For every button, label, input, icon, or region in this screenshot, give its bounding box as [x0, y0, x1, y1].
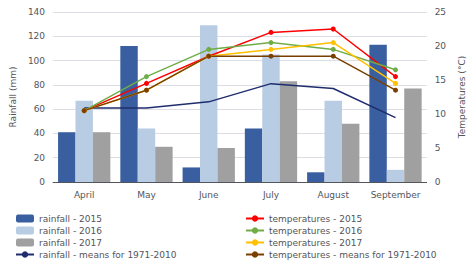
svg-text:rainfall - 2017: rainfall - 2017 — [39, 238, 102, 248]
svg-text:80: 80 — [34, 80, 46, 90]
svg-text:40: 40 — [34, 128, 46, 138]
svg-text:temperatures - 2016: temperatures - 2016 — [269, 226, 362, 236]
svg-text:September: September — [371, 190, 421, 200]
svg-text:August: August — [318, 190, 350, 200]
svg-text:temperatures - 2017: temperatures - 2017 — [269, 238, 362, 248]
svg-text:140: 140 — [28, 7, 45, 17]
svg-text:Temperatures (°C): Temperatures (°C) — [457, 56, 467, 139]
svg-text:20: 20 — [435, 41, 447, 51]
svg-text:rainfall - 2016: rainfall - 2016 — [39, 226, 102, 236]
svg-text:25: 25 — [435, 7, 446, 17]
svg-text:0: 0 — [435, 177, 441, 187]
svg-text:temperatures - means for 1971-: temperatures - means for 1971-2010 — [269, 250, 437, 260]
svg-text:100: 100 — [28, 56, 45, 66]
svg-text:rainfall - 2015: rainfall - 2015 — [39, 214, 102, 224]
svg-text:5: 5 — [435, 143, 441, 153]
svg-text:20: 20 — [34, 153, 46, 163]
svg-text:10: 10 — [435, 109, 447, 119]
svg-text:60: 60 — [34, 104, 46, 114]
svg-text:July: July — [262, 190, 280, 200]
svg-text:temperatures - 2015: temperatures - 2015 — [269, 214, 362, 224]
svg-text:June: June — [198, 190, 219, 200]
svg-text:May: May — [137, 190, 156, 200]
svg-text:April: April — [74, 190, 95, 200]
svg-text:15: 15 — [435, 75, 446, 85]
svg-text:0: 0 — [39, 177, 45, 187]
svg-text:rainfall - means for 1971-2010: rainfall - means for 1971-2010 — [39, 250, 177, 260]
svg-text:Rainfall (mm): Rainfall (mm) — [8, 67, 18, 128]
svg-text:120: 120 — [28, 31, 45, 41]
